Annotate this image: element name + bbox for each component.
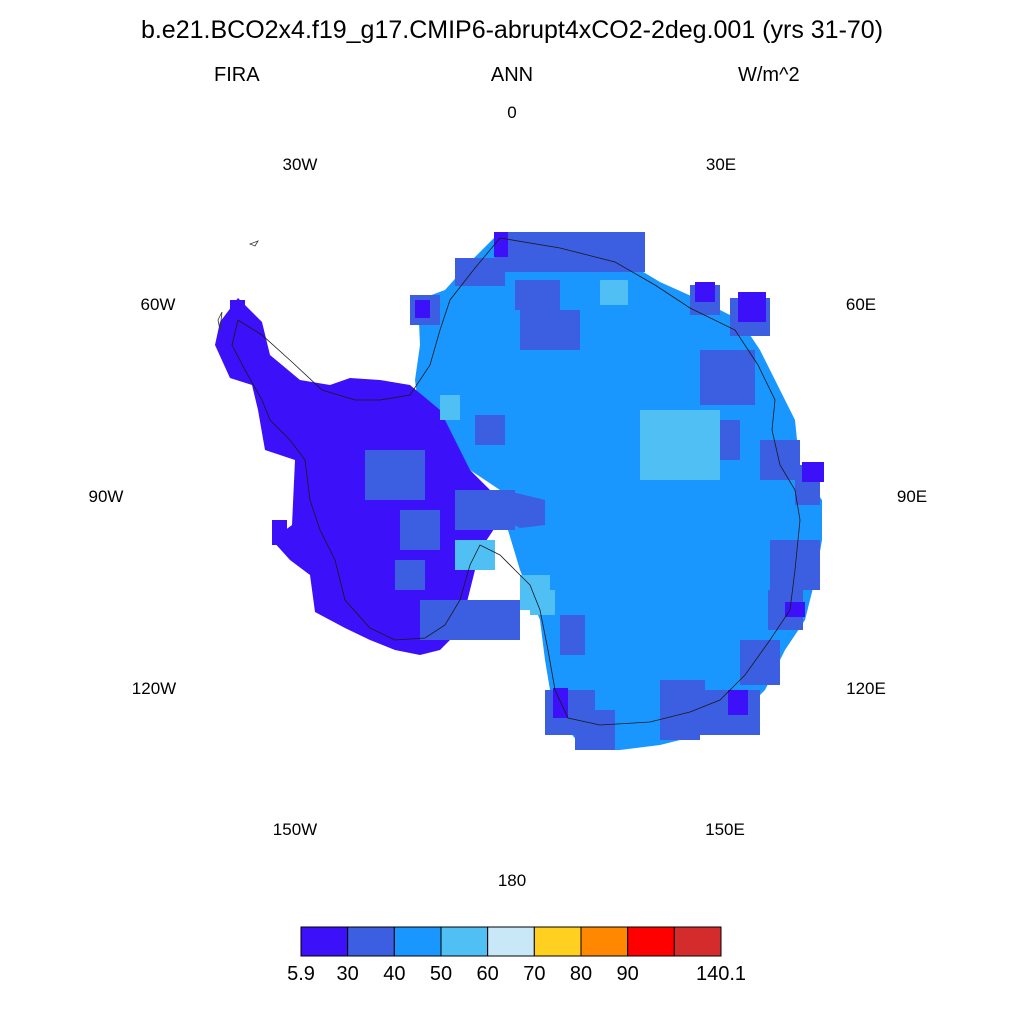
lon-label-180: 180 <box>497 871 527 890</box>
colorbar-box <box>627 926 675 957</box>
blue-30-40-cell <box>575 710 615 750</box>
lightblue-50-60-cell <box>440 395 460 420</box>
violet-edge-cell <box>738 292 766 322</box>
lon-label-90e: 90E <box>896 487 928 506</box>
lon-label-0: 0 <box>507 103 517 122</box>
season-label: ANN <box>490 64 534 86</box>
island-outline <box>217 311 223 331</box>
violet-edge-cell <box>230 300 245 320</box>
lon-label-60e: 60E <box>845 295 877 314</box>
colorbar-label: 140.1 <box>695 963 747 985</box>
violet-edge-cell <box>415 300 430 318</box>
plot-title: b.e21.BCO2x4.f19_g17.CMIP6-abrupt4xCO2-2… <box>140 16 884 44</box>
colorbar-box <box>533 926 582 957</box>
colorbar-label: 40 <box>383 963 406 985</box>
colorbar-box <box>300 926 349 957</box>
lon-label-90w: 90W <box>88 487 124 506</box>
colorbar-box <box>347 926 395 957</box>
lon-label-120e: 120E <box>846 679 886 698</box>
blue-30-40-cell <box>515 280 560 310</box>
violet-edge-cell <box>494 232 508 257</box>
lon-label-120w: 120W <box>131 679 177 698</box>
colorbar-label: 90 <box>616 963 639 985</box>
colorbar-label: 80 <box>569 963 593 985</box>
violet-edge-cell <box>785 602 805 617</box>
blue-30-40-cell <box>700 350 755 405</box>
blue-30-40-cell <box>520 310 580 350</box>
colorbar-label: 5.9 <box>287 963 315 985</box>
blue-30-40-cell <box>365 450 425 500</box>
lightblue-50-60-cell <box>600 280 628 305</box>
lon-label-150w: 150W <box>272 820 318 839</box>
lightblue-50-60-cell <box>530 590 555 615</box>
blue-30-40-cell <box>400 510 440 550</box>
coastline <box>217 237 801 726</box>
violet-edge-cell <box>728 690 748 715</box>
blue-30-40-cell <box>770 540 820 590</box>
violet-edge-cell <box>802 462 824 482</box>
colorbar-label: 70 <box>523 963 546 985</box>
blue-30-40-cell <box>760 440 800 480</box>
colorbar <box>300 926 722 957</box>
coastline-path <box>231 237 801 726</box>
colorbar-box <box>580 926 629 957</box>
violet-edge-cell <box>695 282 715 302</box>
lon-label-60w: 60W <box>140 295 176 314</box>
units-label: W/m^2 <box>738 64 800 86</box>
blue-30-40-cell <box>475 415 505 445</box>
pole-cell <box>490 492 545 528</box>
colorbar-label: 60 <box>476 963 499 985</box>
lon-label-150e: 150E <box>705 820 745 839</box>
blue-30-40-cell <box>420 600 520 640</box>
lightblue-50-60-cell <box>640 410 720 480</box>
lon-label-30w: 30W <box>282 155 318 174</box>
blue-30-40-cell <box>560 615 585 655</box>
field-layer <box>215 232 824 750</box>
island-outline <box>248 240 259 247</box>
colorbar-box <box>487 926 535 957</box>
west-antarctic-fill <box>215 298 500 655</box>
colorbar-box <box>673 926 722 957</box>
blue-30-40-cell <box>455 258 505 286</box>
colorbar-label: 30 <box>336 963 359 985</box>
colorbar-box <box>393 926 442 957</box>
lon-label-30e: 30E <box>705 155 737 174</box>
blue-30-40-cell <box>740 640 780 685</box>
colorbar-label: 50 <box>429 963 453 985</box>
colorbar-box <box>440 926 489 957</box>
variable-label: FIRA <box>214 64 260 86</box>
violet-edge-cell <box>272 520 287 545</box>
blue-30-40-cell <box>660 680 705 720</box>
blue-30-40-cell <box>395 560 425 590</box>
